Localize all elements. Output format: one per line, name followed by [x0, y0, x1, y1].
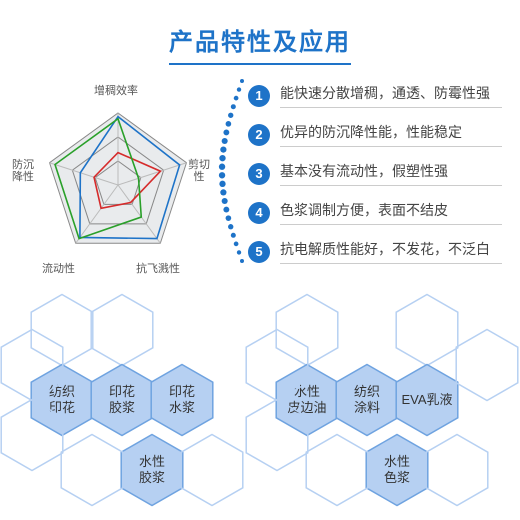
hex-label: 水性 色浆 [384, 454, 410, 485]
hex-application: 印花 胶浆 [90, 363, 154, 437]
hex-decor [245, 328, 309, 402]
hex-decor [180, 433, 244, 507]
hex-application: 纺织 涂料 [335, 363, 399, 437]
hex-decor [455, 328, 519, 402]
hex-applications: 纺织 印花印花 胶浆印花 水浆水性 皮边油纺织 涂料EVA乳液水性 胶浆水性 色… [0, 293, 520, 513]
feature-number: 1 [248, 85, 270, 107]
feature-item: 3 基本没有流动性，假塑性强 [248, 161, 502, 186]
hex-decor [395, 293, 459, 367]
feature-text: 优异的防沉降性能，性能稳定 [280, 122, 502, 147]
feature-text: 色浆调制方便，表面不结皮 [280, 200, 502, 225]
feature-number: 5 [248, 241, 270, 263]
feature-text: 基本没有流动性，假塑性强 [280, 161, 502, 186]
hex-application: 印花 水浆 [150, 363, 214, 437]
feature-item: 4 色浆调制方便，表面不结皮 [248, 200, 502, 225]
hex-decor [305, 433, 369, 507]
hex-label: 水性 胶浆 [139, 454, 165, 485]
feature-item: 5 抗电解质性能好，不发花，不泛白 [248, 239, 502, 264]
radar-axis-label: 防沉 降性 [12, 159, 34, 183]
hex-label: 纺织 涂料 [354, 384, 380, 415]
hex-label: 印花 胶浆 [109, 384, 135, 415]
radar-axis-label: 增稠效率 [94, 85, 138, 97]
hex-decor [425, 433, 489, 507]
page-title: 产品特性及应用 [169, 22, 351, 65]
radar-chart: 增稠效率剪切 性抗飞溅性流动性防沉 降性 [18, 83, 218, 283]
hex-decor [245, 398, 309, 472]
hex-application: 水性 色浆 [365, 433, 429, 507]
hex-application: EVA乳液 [395, 363, 459, 437]
feature-item: 2 优异的防沉降性能，性能稳定 [248, 122, 502, 147]
hex-application: 水性 胶浆 [120, 433, 184, 507]
hex-decor [0, 328, 64, 402]
feature-number: 3 [248, 163, 270, 185]
feature-number: 2 [248, 124, 270, 146]
hex-decor [90, 293, 154, 367]
radar-axis-label: 抗飞溅性 [136, 263, 180, 275]
feature-number: 4 [248, 202, 270, 224]
hex-decor [60, 433, 124, 507]
radar-axis-label: 剪切 性 [188, 159, 210, 183]
feature-text: 抗电解质性能好，不发花，不泛白 [280, 239, 502, 264]
feature-item: 1 能快速分散增稠，通透、防霉性强 [248, 83, 502, 108]
hex-label: EVA乳液 [401, 392, 452, 408]
radar-axis-label: 流动性 [42, 263, 75, 275]
hex-decor [0, 398, 64, 472]
feature-list: 1 能快速分散增稠，通透、防霉性强 2 优异的防沉降性能，性能稳定 3 基本没有流动性，假… [218, 83, 502, 278]
hex-label: 印花 水浆 [169, 384, 195, 415]
feature-text: 能快速分散增稠，通透、防霉性强 [280, 83, 502, 108]
